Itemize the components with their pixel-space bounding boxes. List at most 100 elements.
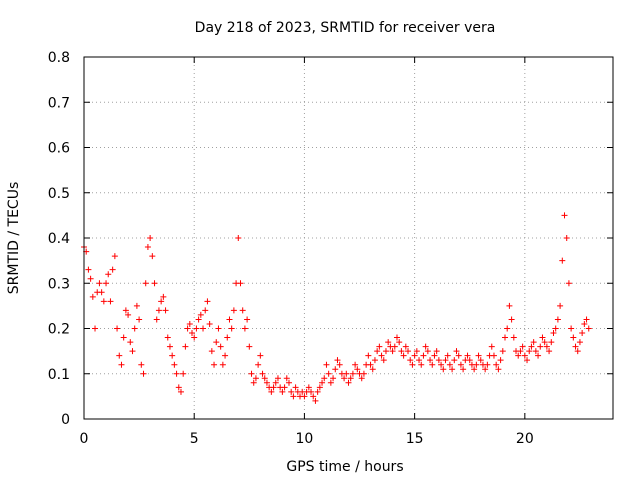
data-point [208,348,215,355]
data-point [122,307,129,314]
data-point [182,343,189,350]
data-point [341,375,348,382]
data-point [539,334,546,341]
data-point [493,361,500,368]
data-point [475,352,482,359]
data-point [107,298,114,305]
data-point [402,343,409,350]
data-point [541,339,548,346]
data-point [301,393,308,400]
data-point [160,293,167,300]
data-point [87,275,94,282]
data-point [195,316,202,323]
data-point [213,339,220,346]
data-point [136,316,143,323]
y-tick-label: 0.5 [48,186,70,202]
data-points [81,212,592,404]
data-point [343,370,350,377]
data-point [451,357,458,364]
data-point [501,334,508,341]
data-point [118,361,125,368]
x-tick-label: 0 [80,431,89,447]
data-point [274,375,281,382]
data-point [151,280,158,287]
data-point [334,357,341,364]
data-point [155,307,162,314]
data-point [526,348,533,355]
data-point [237,280,244,287]
data-point [561,212,568,219]
data-point [554,316,561,323]
data-point [455,352,462,359]
y-tick-label: 0.8 [48,50,70,66]
data-point [506,302,513,309]
x-tick-label: 5 [190,431,199,447]
data-point [418,361,425,368]
data-point [473,361,480,368]
data-point [158,298,165,305]
y-axis-label: SRMTID / TECUs [6,182,22,295]
data-point [405,348,412,355]
data-point [548,339,555,346]
data-point [391,343,398,350]
data-point [100,298,107,305]
data-point [369,366,376,373]
y-axis: 0 0.1 0.2 0.3 0.4 0.5 0.6 0.7 0.8 [48,50,613,428]
data-point [147,235,154,241]
data-point [444,352,451,359]
data-point [568,325,575,332]
data-point [524,357,531,364]
data-point [497,357,504,364]
data-point [471,366,478,373]
data-point [125,311,132,318]
data-point [371,357,378,364]
data-point [173,370,180,377]
data-point [431,352,438,359]
data-point [149,253,156,260]
data-point [515,352,522,359]
data-point [228,325,235,332]
x-tick-label: 20 [516,431,534,447]
y-tick-label: 0.1 [48,367,70,383]
data-point [579,330,586,337]
data-point [323,361,330,368]
data-point [164,334,171,341]
data-point [325,370,332,377]
data-point [563,235,570,241]
data-point [239,307,246,314]
data-point [367,361,374,368]
data-point [570,334,577,341]
data-point [193,325,200,332]
data-point [572,343,579,350]
data-point [393,334,400,341]
data-point [144,244,151,251]
data-point [389,348,396,355]
data-point [98,289,105,296]
data-point [576,339,583,346]
data-point [142,280,149,287]
data-point [111,253,118,260]
data-point [504,325,511,332]
data-point [433,348,440,355]
data-point [200,325,207,332]
data-point [153,316,160,323]
data-point [204,298,211,305]
data-point [347,375,354,382]
data-point [490,352,497,359]
data-point [442,357,449,364]
data-point [292,384,299,391]
data-point [263,379,270,386]
data-point [189,330,196,337]
data-point [127,339,134,346]
data-point [464,352,471,359]
data-point [217,343,224,350]
data-point [246,343,253,350]
data-point [449,366,456,373]
data-point [380,357,387,364]
data-point [312,397,319,404]
data-point [177,388,184,395]
data-point [484,361,491,368]
data-point [585,325,592,332]
x-axis-label: GPS time / hours [286,459,403,475]
data-point [305,384,312,391]
